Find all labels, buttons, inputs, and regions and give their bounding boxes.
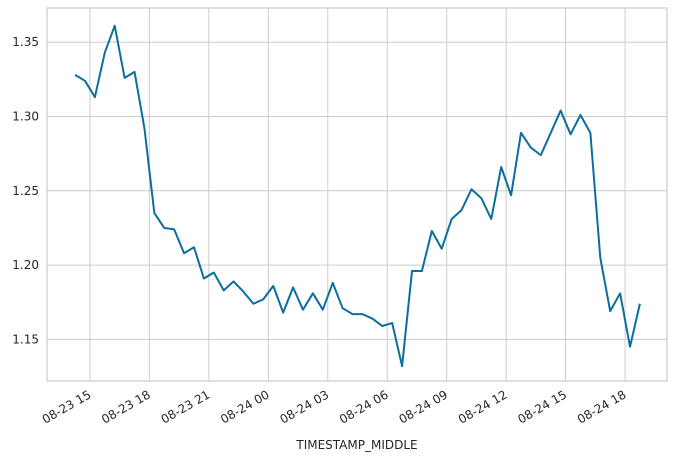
x-tick-label: 08-23 18 bbox=[99, 387, 153, 426]
x-tick-label: 08-24 18 bbox=[575, 387, 629, 426]
y-tick-label: 1.15 bbox=[12, 332, 39, 346]
x-tick-label: 08-24 00 bbox=[218, 387, 272, 426]
y-tick-label: 1.20 bbox=[12, 258, 39, 272]
y-tick-label: 1.30 bbox=[12, 109, 39, 123]
y-tick-label: 1.35 bbox=[12, 35, 39, 49]
x-tick-label: 08-24 15 bbox=[515, 387, 569, 426]
x-tick-label: 08-24 12 bbox=[456, 387, 510, 426]
y-tick-label: 1.25 bbox=[12, 184, 39, 198]
x-axis-label: TIMESTAMP_MIDDLE bbox=[295, 438, 417, 452]
x-tick-label: 08-23 15 bbox=[40, 387, 94, 426]
x-tick-label: 08-24 03 bbox=[278, 387, 332, 426]
x-tick-label: 08-24 06 bbox=[337, 387, 391, 426]
x-tick-label: 08-24 09 bbox=[396, 387, 450, 426]
x-tick-label: 08-23 21 bbox=[159, 387, 213, 426]
data-line bbox=[74, 24, 641, 368]
plot-frame bbox=[46, 7, 668, 382]
